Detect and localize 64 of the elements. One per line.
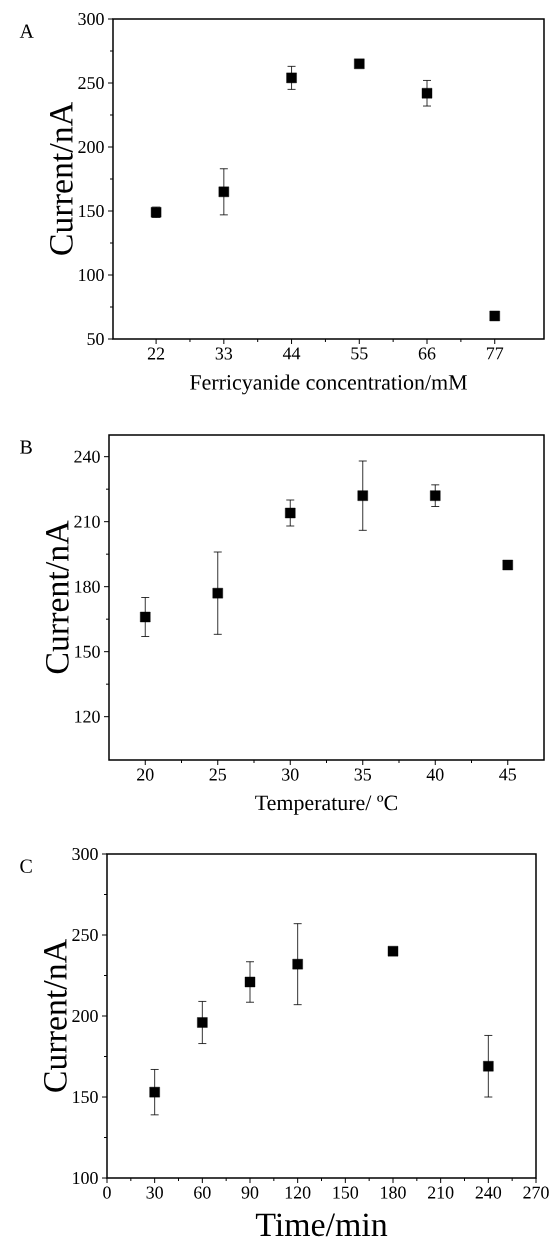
x-tick-label: 30 <box>282 768 299 781</box>
y-tick-label: 210 <box>74 515 100 528</box>
y-axis-title: Current/nA <box>43 939 67 1092</box>
point <box>502 559 513 571</box>
x-axis-title: Time/min <box>255 1213 388 1237</box>
y-tick-label: 200 <box>78 140 104 154</box>
point <box>489 310 500 322</box>
text: C <box>20 859 32 873</box>
point <box>292 958 303 970</box>
y-tick-label: 150 <box>75 645 100 658</box>
point <box>285 507 296 519</box>
x-tick-label: 90 <box>241 1186 259 1199</box>
x-tick-label: 30 <box>146 1186 163 1199</box>
point <box>197 1017 208 1028</box>
y-axis-title: Current/nA <box>49 102 73 255</box>
x-tick-label: 45 <box>499 768 517 781</box>
x-tick-label: 77 <box>486 347 504 360</box>
y-tick-label: 150 <box>73 1090 98 1104</box>
y-tick-label: 200 <box>72 1009 98 1023</box>
text: B <box>20 440 32 454</box>
point <box>421 88 433 99</box>
x-tick-label: 25 <box>209 768 227 781</box>
y-tick-label: 250 <box>78 76 104 90</box>
point <box>149 1086 160 1098</box>
x-tick-label: 0 <box>103 1186 111 1199</box>
x-tick-label: 20 <box>137 768 154 781</box>
x-tick-label: 270 <box>523 1186 549 1199</box>
x-axis-title: Temperature/ ºC <box>255 795 398 815</box>
x-tick-label: 120 <box>285 1186 311 1199</box>
x-tick-label: 210 <box>428 1186 454 1199</box>
x-tick-label: 35 <box>354 768 372 781</box>
y-tick-label: 100 <box>79 268 104 282</box>
text: A <box>19 24 34 38</box>
point <box>244 976 256 988</box>
y-tick-label: 300 <box>78 12 104 26</box>
x-tick-label: 22 <box>147 347 165 360</box>
y-tick-label: 250 <box>72 928 98 942</box>
point <box>218 186 230 197</box>
y-tick-label: 50 <box>87 332 104 346</box>
x-tick-label: 44 <box>282 347 301 360</box>
point <box>286 72 297 84</box>
y-tick-label: 240 <box>74 450 100 463</box>
point <box>387 946 399 957</box>
y-tick-label: 180 <box>75 580 100 593</box>
point <box>212 587 223 599</box>
point <box>354 58 365 69</box>
x-tick-label: 240 <box>475 1186 502 1199</box>
y-tick-label: 300 <box>72 847 98 861</box>
x-tick-label: 180 <box>381 1186 406 1199</box>
point <box>357 490 368 501</box>
x-tick-label: 40 <box>426 768 444 781</box>
y-tick-label: 150 <box>79 204 104 218</box>
point <box>140 611 151 623</box>
x-tick-label: 60 <box>194 1186 211 1199</box>
y-axis-title: Current/nA <box>45 520 69 674</box>
point <box>430 490 441 501</box>
x-tick-label: 66 <box>418 347 436 360</box>
point <box>483 1061 494 1072</box>
x-axis-title: Ferricyanide concentration/mM <box>190 374 467 395</box>
y-tick-label: 100 <box>73 1171 98 1185</box>
x-tick-label: 55 <box>351 347 368 360</box>
y-tick-label: 120 <box>75 710 100 723</box>
x-tick-label: 33 <box>215 347 233 360</box>
x-tick-label: 150 <box>333 1186 359 1199</box>
